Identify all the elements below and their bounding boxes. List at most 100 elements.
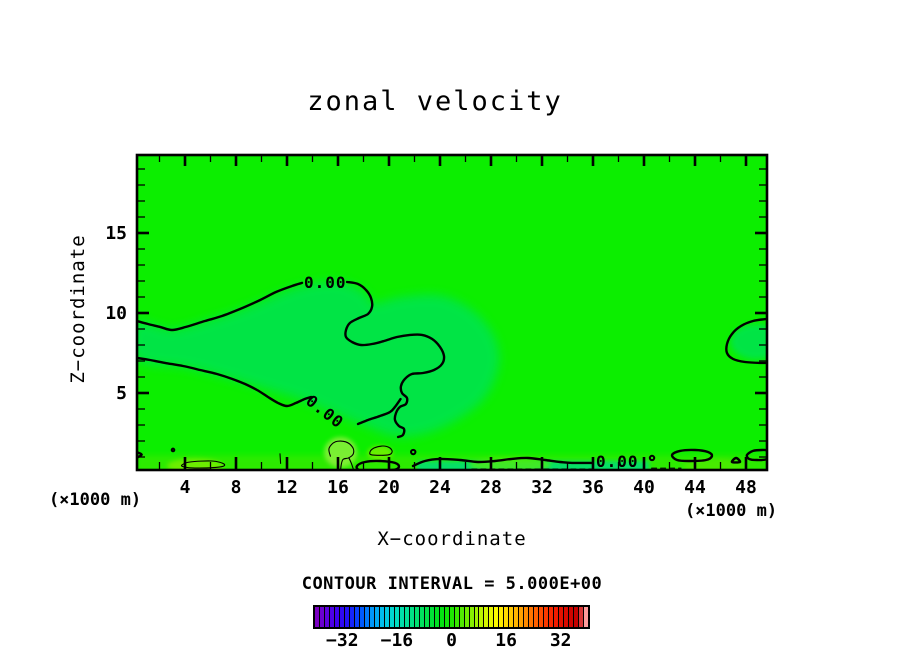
x-tick-label-28: 28	[480, 477, 502, 498]
colorbar-cell	[364, 607, 369, 627]
colorbar-cell	[564, 607, 569, 627]
x-tick-label-20: 20	[378, 477, 400, 498]
field-patch-5	[323, 437, 358, 468]
contour-zero-upper-left	[137, 281, 304, 332]
colorbar-cell	[444, 607, 449, 627]
colorbar-cell	[369, 607, 374, 627]
colorbar-cell	[534, 607, 539, 627]
field-patch-6	[367, 445, 393, 461]
colorbar-cell	[329, 607, 334, 627]
contour-thin-mushroom	[328, 440, 355, 470]
colorbar-cell	[344, 607, 349, 627]
colorbar-cell	[324, 607, 329, 627]
colorbar-cell	[359, 607, 364, 627]
contour-surface-oval	[670, 448, 714, 463]
x-tick-label-4: 4	[179, 477, 191, 498]
plot-frame	[135, 153, 769, 472]
colorbar-cell	[449, 607, 454, 627]
colorbar-cell	[384, 607, 389, 627]
colorbar-cell	[429, 607, 434, 627]
axis-ticks	[138, 156, 766, 469]
x-tick-label-12: 12	[276, 477, 298, 498]
x-tick-label-8: 8	[230, 477, 242, 498]
colorbar-tick-label-16: 16	[495, 630, 517, 651]
colorbar-cell	[459, 607, 464, 627]
colorbar-cell	[584, 607, 589, 627]
colorbar-cell	[404, 607, 409, 627]
colorbar-cell	[544, 607, 549, 627]
colorbar-cell	[539, 607, 544, 627]
contour-thin-blob	[369, 445, 393, 456]
colorbar-cell	[334, 607, 339, 627]
colorbar-cell	[319, 607, 324, 627]
colorbar-cell	[499, 607, 504, 627]
contour-dot-1	[410, 448, 417, 456]
x-tick-label-24: 24	[429, 477, 451, 498]
colorbar-cell	[409, 607, 414, 627]
colorbar-cell	[529, 607, 534, 627]
colorbar-cell	[439, 607, 444, 627]
contour-thin-fragment	[279, 453, 282, 464]
field-patch-4	[167, 458, 224, 470]
colorbar-cell	[559, 607, 564, 627]
colorbar-cell	[519, 607, 524, 627]
contour-interval-note: CONTOUR INTERVAL = 5.000E+00	[301, 574, 603, 594]
chart-title: zonal velocity	[307, 86, 563, 117]
colorbar-cell	[479, 607, 484, 627]
colorbar-tick-label-32: 32	[549, 630, 572, 651]
colorbar-cell	[394, 607, 399, 627]
contour-zero-upper-hook	[344, 280, 446, 439]
colorbar-cell	[464, 607, 469, 627]
colorbar-cell	[399, 607, 404, 627]
contour-value-label-2: 0.00	[596, 452, 639, 471]
colorbar-cell	[504, 607, 509, 627]
colorbar-cell	[474, 607, 479, 627]
colorbar-cell	[579, 607, 584, 627]
x-axis-title: X−coordinate	[377, 528, 527, 550]
contour-surface-blob	[355, 459, 401, 470]
colorbar-cell	[574, 607, 579, 627]
contour-zero-lower-resume	[356, 397, 402, 426]
contour-thin-mushroom-stem	[348, 457, 354, 470]
colorbar-cell	[354, 607, 359, 627]
colorbar-cell	[469, 607, 474, 627]
z-tick-label-10: 10	[105, 303, 127, 324]
colorbar-cell	[349, 607, 354, 627]
colorbar-tick-label--32: −32	[326, 630, 359, 651]
field-patch-1	[730, 324, 767, 360]
colorbar	[313, 605, 590, 629]
contour-dot-2	[648, 454, 656, 462]
colorbar-cell	[454, 607, 459, 627]
colorbar-cell	[489, 607, 494, 627]
colorbar-cell	[379, 607, 384, 627]
x-tick-label-44: 44	[684, 477, 706, 498]
field-patch-0	[137, 281, 500, 437]
x-tick-label-48: 48	[735, 477, 757, 498]
contour-zero-lower-left	[137, 356, 313, 408]
x-tick-label-16: 16	[327, 477, 349, 498]
colorbar-cell	[494, 607, 499, 627]
colorbar-cell	[339, 607, 344, 627]
colorbar-cell	[434, 607, 439, 627]
colorbar-cell	[484, 607, 489, 627]
contour-zero-right-lobe	[725, 317, 767, 365]
colorbar-cell	[414, 607, 419, 627]
contour-dot-3	[170, 447, 176, 453]
colorbar-tick-label--16: −16	[380, 630, 414, 651]
x-tick-label-32: 32	[531, 477, 553, 498]
colorbar-cell	[374, 607, 379, 627]
colorbar-cell	[569, 607, 574, 627]
z-tick-label-5: 5	[116, 383, 127, 404]
contour-surface-right-edge	[745, 448, 767, 462]
colorbar-cell	[549, 607, 554, 627]
colorbar-cell	[389, 607, 394, 627]
colorbar-cell	[524, 607, 529, 627]
colorbar-cell	[554, 607, 559, 627]
plot-field	[137, 155, 767, 470]
colorbar-cell	[424, 607, 429, 627]
x-axis-unit-label: (×1000 m)	[684, 501, 778, 521]
z-tick-label-15: 15	[105, 223, 127, 244]
colorbar-tick-label-0: 0	[446, 630, 457, 651]
